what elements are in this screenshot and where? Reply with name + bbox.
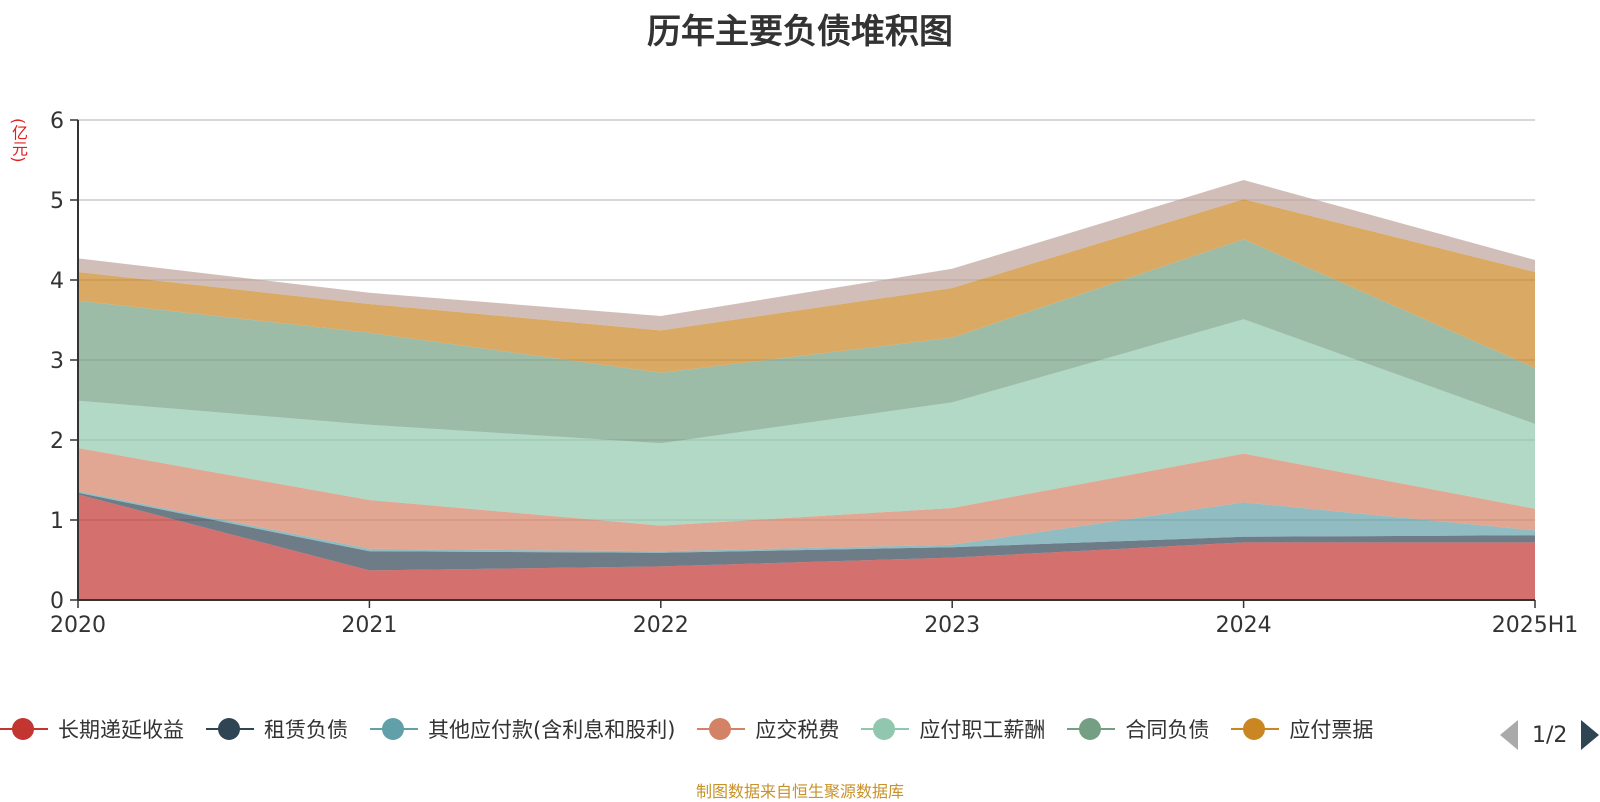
- area-series-1: [78, 492, 1535, 571]
- y-tick-label: 6: [50, 109, 64, 134]
- legend-label: 租赁负债: [264, 718, 348, 742]
- legend-label: 应付职工薪酬: [919, 718, 1046, 742]
- area-series-2: [78, 491, 1535, 553]
- legend-item[interactable]: 应付票据: [1231, 714, 1373, 744]
- legend: 长期递延收益 租赁负债 其他应付款(含利息和股利) 应交税费 应付职工薪酬 合同负债 应付票…: [0, 714, 1490, 750]
- y-tick-label: 5: [50, 189, 64, 214]
- legend-marker-icon: [206, 717, 254, 741]
- x-tick-label: 2021: [341, 613, 397, 638]
- area-series-5: [78, 239, 1535, 444]
- area-series-7: [78, 180, 1535, 331]
- legend-item[interactable]: 应付职工薪酬: [861, 714, 1045, 744]
- y-tick-label: 4: [50, 269, 64, 294]
- x-tick-label: 2024: [1216, 613, 1272, 638]
- stacked-area-chart: 0 1 2 3 4 5 6 2020 2021 2022 2023 2024 2025H1: [50, 109, 1579, 638]
- legend-label: 其他应付款(含利息和股利): [428, 718, 676, 742]
- x-tick-label: 2025H1: [1492, 613, 1579, 638]
- y-axis-unit-label: (亿元): [9, 118, 28, 163]
- legend-label: 应付票据: [1289, 718, 1374, 742]
- data-source-note: 制图数据来自恒生聚源数据库: [695, 782, 904, 801]
- y-tick-label: 0: [50, 589, 64, 614]
- legend-item[interactable]: 长期递延收益: [0, 714, 184, 744]
- y-tick-label: 1: [50, 509, 64, 534]
- chart-title: 历年主要负债堆积图: [647, 12, 953, 52]
- legend-item[interactable]: 其他应付款(含利息和股利): [370, 714, 675, 744]
- legend-label: 长期递延收益: [58, 718, 184, 742]
- x-tick-label: 2022: [633, 613, 689, 638]
- legend-label: 应交税费: [755, 718, 840, 742]
- x-tick-label: 2020: [50, 613, 106, 638]
- legend-page-indicator: 1/2: [1532, 722, 1568, 748]
- legend-marker-icon: [697, 717, 746, 741]
- legend-label: 合同负债: [1125, 718, 1210, 742]
- legend-marker-icon: [861, 717, 910, 741]
- area-series-6: [78, 199, 1535, 373]
- area-series-0: [78, 494, 1535, 600]
- legend-marker-icon: [1067, 717, 1116, 741]
- y-tick-label: 3: [50, 349, 64, 374]
- y-tick-label: 2: [50, 429, 64, 454]
- area-series-4: [78, 319, 1535, 526]
- legend-pager: 1/2: [1500, 718, 1600, 752]
- legend-item[interactable]: 租赁负债: [206, 714, 348, 744]
- legend-marker-icon: [0, 717, 48, 741]
- x-tick-label: 2023: [924, 613, 980, 638]
- legend-item[interactable]: 合同负债: [1067, 714, 1209, 744]
- legend-marker-icon: [1231, 717, 1280, 741]
- legend-next-page-icon[interactable]: [1581, 720, 1600, 750]
- legend-marker-icon: [370, 717, 418, 741]
- legend-prev-page-icon[interactable]: [1500, 720, 1518, 750]
- legend-item[interactable]: 应交税费: [697, 714, 839, 744]
- area-series-3: [78, 448, 1535, 552]
